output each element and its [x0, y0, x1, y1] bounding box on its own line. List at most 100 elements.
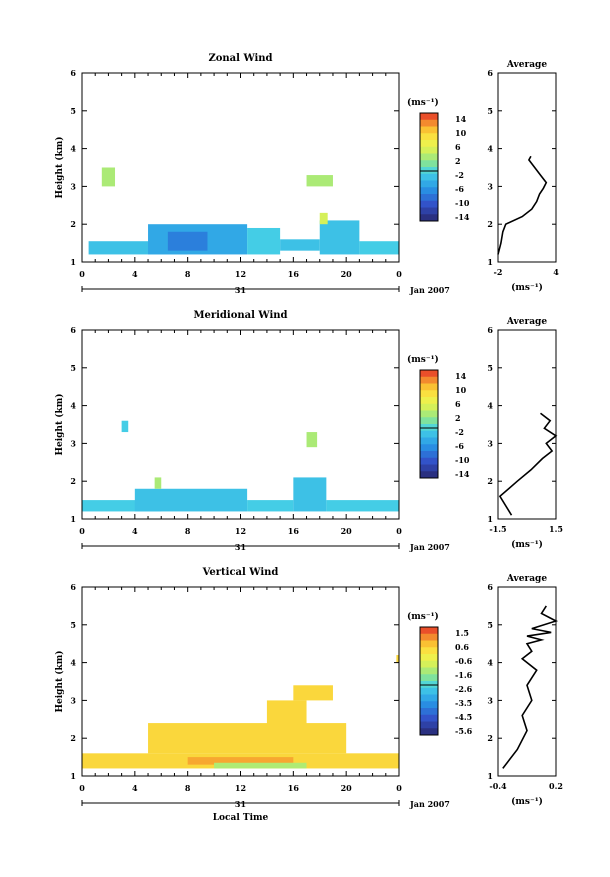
- average-y-tick-label: 3: [487, 181, 493, 191]
- colorbar-tick-label: 6: [455, 399, 461, 409]
- average-y-tick-label: 5: [487, 106, 493, 116]
- colorbar-unit: (ms⁻¹): [407, 611, 439, 622]
- colorbar-tick-label: 2: [455, 413, 461, 423]
- average-y-tick-label: 1: [487, 771, 493, 781]
- x-tick-label: 12: [235, 269, 246, 279]
- average-x-tick-label: -2: [494, 267, 503, 277]
- heatmap-cell: [167, 231, 208, 251]
- y-axis-label: Height (km): [54, 136, 65, 198]
- heatmap-cell: [148, 723, 347, 754]
- colorbar-segment: [420, 694, 438, 702]
- colorbar-segment: [420, 133, 438, 141]
- average-y-tick-label: 5: [487, 363, 493, 373]
- heatmap-cell: [319, 212, 328, 225]
- colorbar-tick-label: -14: [455, 469, 470, 479]
- x-tick-label: 8: [185, 526, 191, 536]
- y-tick-label: 1: [70, 514, 76, 524]
- colorbar-segment: [420, 180, 438, 188]
- colorbar-segment: [420, 370, 438, 378]
- y-tick-label: 3: [70, 695, 76, 705]
- colorbar-segment: [420, 654, 438, 662]
- x-tick-label: 16: [288, 269, 300, 279]
- colorbar-segment: [420, 627, 438, 635]
- average-y-tick-label: 2: [487, 733, 493, 743]
- month-label: Jan 2007: [409, 799, 450, 809]
- x-tick-label: 0: [79, 783, 85, 793]
- colorbar-tick-label: -0.6: [455, 656, 473, 666]
- colorbar-tick-label: -4.5: [455, 712, 472, 722]
- average-y-tick-label: 3: [487, 438, 493, 448]
- colorbar-frame: [419, 112, 439, 222]
- colorbar-unit: (ms⁻¹): [407, 97, 439, 108]
- average-profile-line: [497, 155, 548, 255]
- x-tick-label: 0: [79, 526, 85, 536]
- colorbar-segment: [420, 451, 438, 459]
- average-y-tick-label: 5: [487, 620, 493, 630]
- average-frame: [497, 72, 557, 263]
- colorbar-segment: [420, 444, 438, 452]
- colorbar-tick-label: -10: [455, 198, 470, 208]
- colorbar-unit: (ms⁻¹): [407, 354, 439, 365]
- colorbar-segment: [420, 640, 438, 648]
- y-tick-label: 4: [70, 144, 76, 154]
- colorbar-tick-label: -10: [455, 455, 470, 465]
- y-tick-label: 6: [70, 582, 76, 592]
- heatmap-cell: [187, 757, 294, 765]
- colorbar-segment: [420, 714, 438, 722]
- average-x-axis-label: (ms⁻¹): [511, 539, 543, 550]
- x-tick-label: 20: [341, 783, 353, 793]
- colorbar-tick-label: 14: [455, 114, 467, 124]
- colorbar-segment: [420, 457, 438, 465]
- x-tick-label: 16: [288, 783, 300, 793]
- heatmap-cell: [154, 477, 162, 489]
- y-tick-label: 2: [70, 476, 76, 486]
- date-label: 31: [235, 285, 246, 295]
- x-tick-label: 12: [235, 783, 246, 793]
- x-tick-label: 0: [396, 269, 402, 279]
- colorbar-segment: [420, 113, 438, 121]
- x-tick-label: 4: [132, 269, 138, 279]
- colorbar-tick-label: 2: [455, 156, 461, 166]
- y-tick-label: 1: [70, 771, 76, 781]
- colorbar-tick-label: 1.5: [455, 628, 469, 638]
- colorbar-segment: [420, 633, 438, 641]
- colorbar-segment: [420, 708, 438, 716]
- colorbar-tick-label: -6: [455, 184, 464, 194]
- y-tick-label: 3: [70, 181, 76, 191]
- heatmap-cell: [293, 477, 327, 512]
- heatmap-cell: [306, 432, 318, 448]
- colorbar-frame: [419, 369, 439, 479]
- x-tick-label: 0: [79, 269, 85, 279]
- chart-title: Vertical Wind: [202, 567, 279, 578]
- heatmap-cell: [247, 500, 294, 512]
- heatmap-cell: [82, 500, 162, 512]
- heatmap-cell: [293, 685, 333, 701]
- average-profile-line: [498, 412, 558, 516]
- colorbar-segment: [420, 410, 438, 418]
- x-tick-label: 8: [185, 269, 191, 279]
- month-label: Jan 2007: [409, 542, 450, 552]
- colorbar-segment: [420, 173, 438, 181]
- colorbar-tick-label: 14: [455, 371, 467, 381]
- colorbar-segment: [420, 383, 438, 391]
- colorbar-segment: [420, 160, 438, 168]
- heatmap-cell: [280, 239, 320, 251]
- colorbar-tick-label: -2: [455, 427, 464, 437]
- colorbar-tick-label: -2.6: [455, 684, 473, 694]
- colorbar-segment: [420, 397, 438, 405]
- y-tick-label: 5: [70, 620, 76, 630]
- average-y-tick-label: 6: [487, 325, 493, 335]
- average-x-tick-label: 1.5: [549, 524, 563, 534]
- colorbar-segment: [420, 728, 438, 736]
- chart-title: Meridional Wind: [193, 310, 287, 321]
- colorbar-segment: [420, 146, 438, 154]
- x-tick-label: 0: [396, 526, 402, 536]
- colorbar-segment: [420, 119, 438, 127]
- y-axis-label: Height (km): [54, 393, 65, 455]
- y-tick-label: 5: [70, 363, 76, 373]
- colorbar-segment: [420, 207, 438, 215]
- colorbar-tick-label: 0.6: [455, 642, 469, 652]
- chart-title: Zonal Wind: [208, 53, 272, 64]
